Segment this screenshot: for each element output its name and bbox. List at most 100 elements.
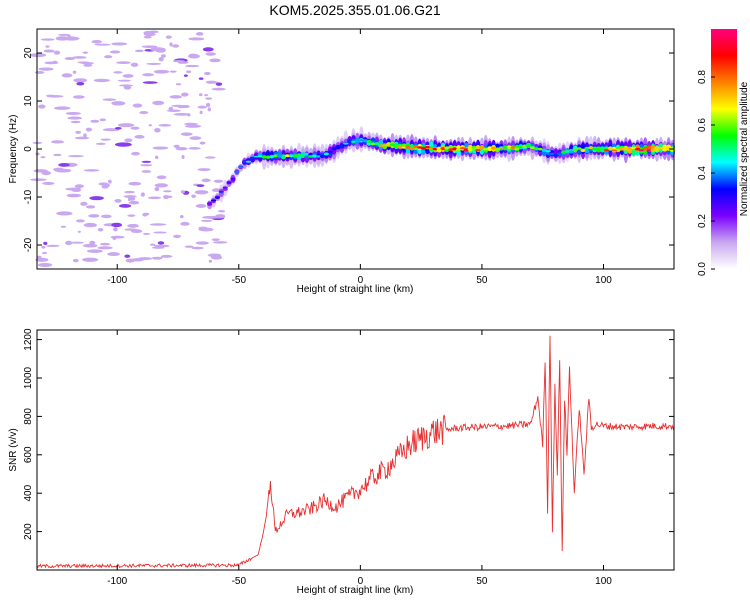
noise-speck (184, 245, 194, 248)
noise-speck (43, 241, 48, 246)
noise-speck (142, 81, 158, 84)
spectrogram-cell (308, 155, 314, 158)
snr-y-tick-label: 400 (23, 484, 34, 501)
spectrogram-y-tick-label: 0 (23, 146, 34, 152)
spectrogram-cell (642, 146, 648, 150)
noise-speck (204, 156, 216, 159)
spectrogram-cell (401, 143, 407, 148)
noise-speck (168, 106, 174, 111)
noise-speck (198, 226, 208, 230)
spectrogram-cell (557, 152, 563, 155)
spectrogram-cell (463, 148, 469, 152)
noise-speck (45, 45, 50, 48)
noise-speck (80, 201, 88, 206)
spectrogram-cell (580, 148, 586, 153)
spectrogram-noise (29, 30, 228, 267)
noise-speck (46, 244, 60, 247)
spectrogram-cell (366, 139, 372, 143)
noise-speck (143, 35, 152, 39)
noise-speck (116, 61, 131, 64)
spectrogram-cell (421, 146, 427, 150)
spectrogram-cell (533, 147, 539, 151)
noise-speck (208, 259, 213, 263)
noise-speck (72, 70, 77, 74)
noise-speck (198, 93, 203, 97)
noise-speck (67, 116, 82, 120)
noise-speck (172, 60, 186, 63)
noise-speck (111, 101, 126, 106)
spectrogram-cell (545, 150, 551, 153)
noise-speck (153, 244, 170, 248)
noise-speck (88, 214, 100, 218)
noise-speck (44, 61, 59, 65)
spectrogram-cell (304, 155, 310, 159)
spectrogram-cell (253, 155, 259, 158)
spectrogram-cell (245, 160, 252, 163)
noise-speck (29, 53, 47, 58)
spectrogram-cell (471, 147, 477, 151)
spectrogram-cell (350, 140, 357, 143)
spectrogram-cell (623, 147, 629, 151)
noise-speck (43, 49, 55, 53)
spectrogram-cell (277, 154, 283, 158)
noise-speck (134, 135, 145, 139)
snr-x-tick-label: 50 (476, 576, 488, 587)
noise-speck (195, 241, 209, 245)
noise-speck (163, 194, 169, 200)
noise-speck (94, 43, 111, 46)
spectrogram-cell (475, 148, 481, 152)
noise-speck (113, 227, 118, 232)
noise-speck (111, 42, 128, 46)
noise-speck (38, 67, 54, 71)
noise-speck (180, 132, 193, 136)
noise-speck (112, 235, 117, 240)
noise-speck (149, 47, 166, 52)
spectrogram-cell (491, 146, 497, 150)
noise-speck (175, 146, 188, 151)
noise-speck (99, 118, 106, 122)
colorbar-tick-label: 0.0 (697, 262, 708, 276)
noise-speck (97, 228, 104, 232)
noise-speck (141, 170, 152, 173)
spectrogram-cell (273, 154, 279, 158)
noise-speck (122, 74, 134, 78)
noise-speck (204, 94, 209, 97)
snr-x-tick-label: -50 (232, 576, 247, 587)
noise-speck (180, 190, 185, 194)
noise-speck (158, 123, 172, 127)
spectrogram-cell (242, 160, 248, 163)
noise-speck (195, 204, 207, 208)
noise-speck (97, 246, 113, 250)
noise-speck (58, 163, 70, 167)
noise-speck (77, 230, 81, 233)
noise-speck (123, 85, 132, 90)
noise-speck (65, 111, 82, 115)
noise-speck (124, 254, 131, 258)
spectrogram-cell (592, 147, 598, 151)
noise-speck (198, 77, 204, 80)
spectrogram-cell (456, 148, 462, 151)
noise-speck (130, 62, 139, 67)
noise-speck (207, 107, 212, 112)
spectrogram-cell (218, 191, 224, 193)
noise-speck (196, 184, 205, 187)
noise-speck (185, 64, 200, 68)
spectrogram-cell (599, 146, 606, 150)
spectrogram-cell (483, 148, 489, 151)
noise-speck (35, 257, 49, 262)
spectrogram-cell (284, 154, 290, 158)
noise-speck (169, 42, 173, 47)
spectrogram-y-tick-label: -20 (23, 237, 34, 252)
spectrogram-cell (502, 146, 508, 149)
spectrogram-cell (280, 156, 287, 159)
snr-x-tick-label: 0 (358, 576, 364, 587)
spectrogram-cell (331, 147, 337, 151)
spectrogram-cell (214, 196, 220, 199)
noise-speck (124, 138, 133, 143)
noise-speck (154, 183, 169, 188)
noise-speck (207, 253, 222, 257)
noise-speck (148, 30, 159, 34)
spectrogram-y-tick-label: 20 (23, 47, 34, 59)
spectrogram-cell (487, 147, 493, 150)
spectrogram-cell (452, 147, 458, 151)
